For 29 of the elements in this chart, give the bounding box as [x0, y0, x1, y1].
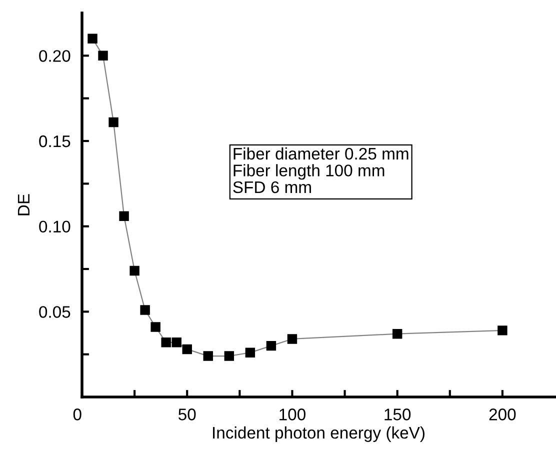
annotation: Fiber diameter 0.25 mm Fiber length 100 mm SFD 6 mm [233, 147, 408, 194]
point [498, 326, 508, 336]
point [182, 344, 192, 354]
y-tick-label: 0.15 [39, 135, 70, 148]
point [130, 266, 140, 276]
y-axis-title: DE [18, 194, 30, 216]
point [98, 50, 108, 61]
point [392, 328, 402, 339]
point [172, 338, 182, 348]
point [203, 351, 213, 361]
point [287, 334, 298, 344]
x-tick-label: 200 [489, 408, 516, 420]
x-tick-label: 150 [384, 408, 411, 420]
y-tick-label: 0.05 [39, 306, 70, 318]
point [140, 305, 150, 315]
point [88, 34, 98, 44]
point [245, 348, 256, 358]
point [108, 117, 118, 128]
y-tick-label: 0.10 [39, 220, 70, 233]
x-tick-label: 50 [178, 408, 196, 420]
point [150, 322, 160, 332]
point [161, 338, 171, 348]
x-tick-label: 100 [280, 408, 306, 420]
x-axis-title: Incident photon energy (keV) [213, 426, 424, 442]
point [119, 211, 129, 221]
y-tick-label: 0.20 [39, 50, 70, 62]
x-tick-label: 0 [73, 408, 82, 420]
point [224, 351, 234, 361]
point [266, 340, 276, 351]
